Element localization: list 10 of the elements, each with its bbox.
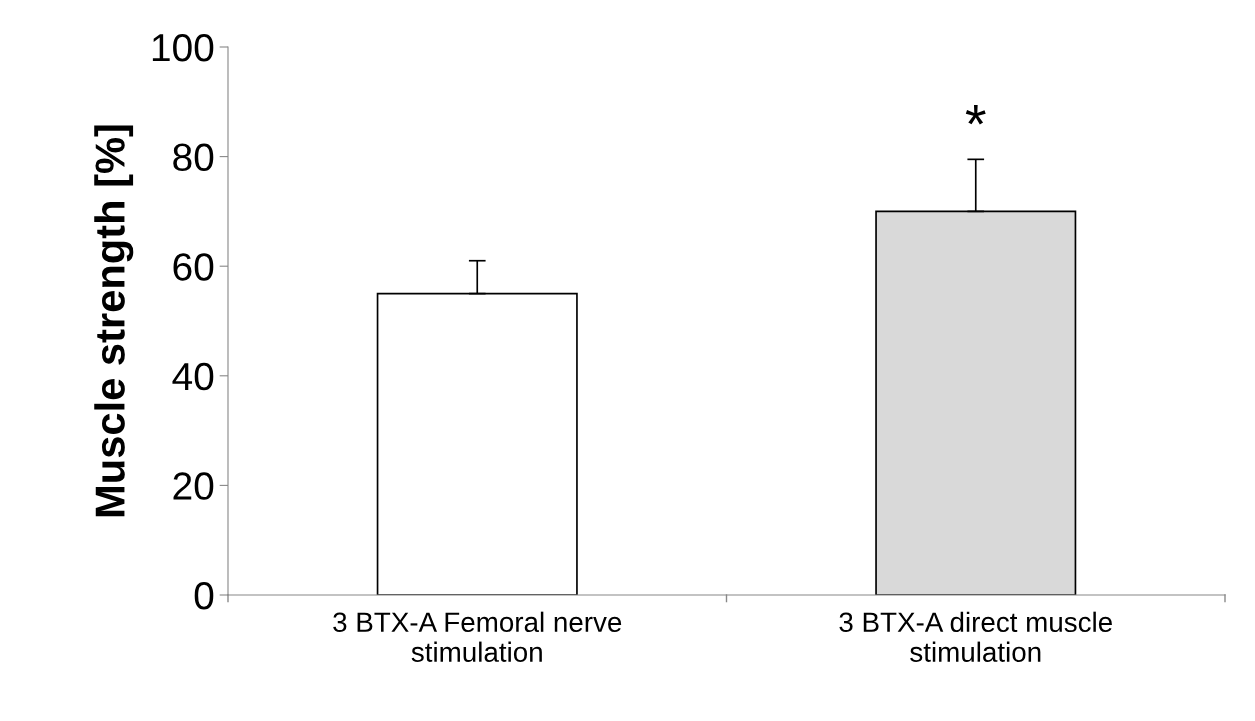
y-tick-label: 60 — [173, 253, 214, 281]
y-tick-label: 100 — [152, 33, 214, 62]
annotation: * — [965, 104, 986, 125]
x-tick-label: 3 BTX-A direct muscle stimulation — [839, 611, 1112, 662]
y-tick-label: 0 — [194, 581, 214, 610]
x-tick-label: 3 BTX-A Femoral nerve stimulation — [333, 611, 622, 662]
y-axis-title: Muscle strength [%] — [94, 125, 134, 517]
y-tick-label: 80 — [173, 143, 214, 172]
y-tick-label: 20 — [173, 472, 214, 500]
y-tick-label: 40 — [172, 362, 214, 391]
